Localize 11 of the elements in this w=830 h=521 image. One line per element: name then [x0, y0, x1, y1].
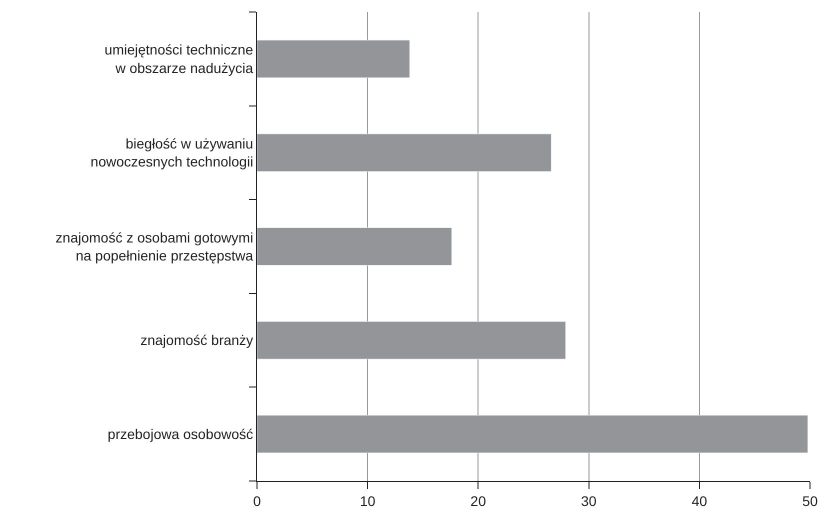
x-tick-label: 30	[581, 492, 597, 509]
y-tick-label: znajomość branży	[140, 332, 254, 348]
y-tick-label: przebojowa osobowość	[108, 426, 254, 442]
x-tick-label: 0	[253, 492, 262, 509]
y-tick-label: biegłość w używaniu nowoczesnych technologii	[90, 136, 254, 170]
x-tick-label: 50	[802, 492, 818, 509]
y-tick-label: umiejętności techniczne w obszarze nadużycia	[104, 42, 254, 76]
x-tick-label: 40	[692, 492, 708, 509]
y-tick-label: znajomość z osobami gotowymi na popełnienie przestępstwa	[56, 229, 254, 264]
x-tick-label: 10	[360, 492, 376, 509]
x-tick-label: 20	[470, 492, 486, 509]
